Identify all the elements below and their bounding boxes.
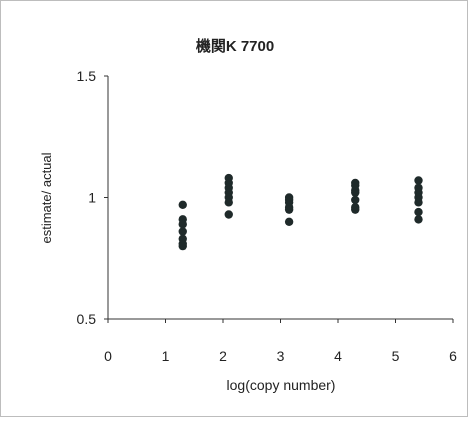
data-point bbox=[284, 205, 294, 214]
data-point bbox=[351, 205, 360, 214]
x-tick-label: 5 bbox=[392, 348, 400, 364]
y-ticks: 0.5 1 1.5 bbox=[77, 68, 108, 327]
data-points bbox=[178, 173, 423, 251]
data-point bbox=[414, 176, 423, 185]
x-tick-label: 4 bbox=[334, 348, 342, 364]
data-point bbox=[284, 217, 294, 226]
data-point bbox=[224, 210, 233, 219]
x-tick-label: 2 bbox=[219, 348, 227, 364]
data-point bbox=[414, 207, 423, 217]
data-point bbox=[414, 198, 423, 207]
y-tick-label: 1 bbox=[88, 190, 96, 206]
data-point bbox=[351, 195, 360, 205]
y-axis-label: estimate/ actual bbox=[39, 152, 54, 243]
data-point bbox=[224, 198, 233, 207]
x-ticks: 0 1 2 3 4 5 6 bbox=[104, 319, 457, 364]
data-point bbox=[351, 188, 360, 197]
chart-title: 機関K 7700 bbox=[196, 37, 274, 55]
x-tick-label: 0 bbox=[104, 348, 112, 364]
x-tick-label: 6 bbox=[449, 348, 457, 364]
x-tick-label: 1 bbox=[162, 348, 170, 364]
data-point bbox=[178, 227, 187, 236]
data-point bbox=[178, 200, 187, 209]
data-point bbox=[178, 241, 187, 251]
data-point bbox=[414, 215, 423, 224]
y-tick-label: 0.5 bbox=[77, 311, 97, 327]
x-axis-label: log(copy number) bbox=[227, 377, 336, 393]
x-tick-label: 3 bbox=[277, 348, 285, 364]
y-tick-label: 1.5 bbox=[77, 68, 97, 84]
data-point bbox=[178, 220, 187, 229]
